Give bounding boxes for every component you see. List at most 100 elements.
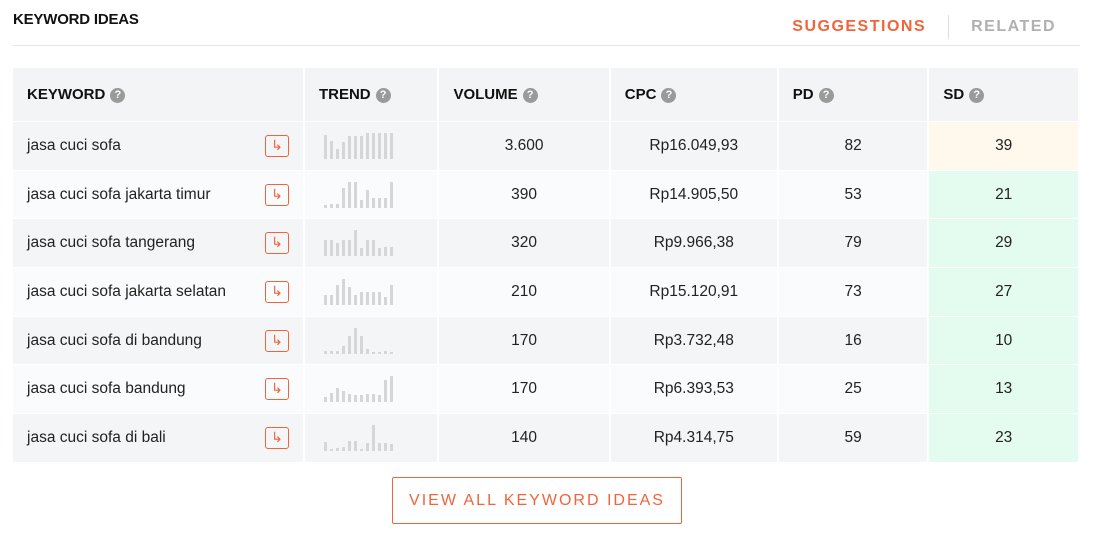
trend-bar (335, 203, 339, 208)
keyword-cell: jasa cuci sofa ↳ (13, 121, 305, 171)
trend-bar (383, 442, 387, 451)
tab-related[interactable]: RELATED (971, 18, 1056, 35)
volume-cell: 320 (438, 218, 611, 268)
trend-bar (323, 134, 327, 159)
trend-bar (389, 132, 393, 159)
keyword-text[interactable]: jasa cuci sofa tangerang (27, 234, 196, 252)
trend-chart (319, 181, 423, 208)
help-icon[interactable]: ? (969, 87, 985, 103)
column-header-trend[interactable]: TREND? (303, 68, 440, 122)
tabs: SUGGESTIONS RELATED (792, 15, 1056, 39)
pd-cell: 59 (777, 413, 930, 462)
trend-bar (341, 141, 345, 159)
trend-bar (377, 248, 381, 257)
column-header-label: VOLUME (453, 86, 518, 103)
column-header-sd[interactable]: SD? (928, 68, 1080, 122)
trend-bar (347, 394, 351, 403)
go-to-keyword-icon[interactable]: ↳ (264, 232, 289, 255)
trend-bar (335, 284, 339, 305)
column-header-pd[interactable]: PD? (777, 68, 930, 122)
trend-bar (365, 240, 369, 257)
trend-bar (323, 294, 327, 305)
go-to-keyword-icon[interactable]: ↳ (264, 426, 289, 449)
help-icon[interactable]: ? (522, 87, 538, 103)
trend-bar (341, 345, 345, 354)
keyword-cell: jasa cuci sofa bandung ↳ (13, 364, 305, 414)
column-header-label: CPC (624, 86, 657, 103)
keyword-text[interactable]: jasa cuci sofa di bali (27, 428, 166, 446)
column-header-volume[interactable]: VOLUME? (438, 68, 611, 122)
table-row: jasa cuci sofa jakarta timur ↳ 390 Rp14.9… (13, 169, 1080, 219)
keyword-text[interactable]: jasa cuci sofa (27, 136, 121, 154)
table-row: jasa cuci sofa ↳ 3.600 Rp16.049,93 82 39 (13, 121, 1080, 171)
sd-cell: 27 (928, 267, 1080, 317)
keyword-text[interactable]: jasa cuci sofa jakarta selatan (27, 282, 227, 300)
trend-bar (353, 327, 357, 354)
trend-bar (359, 135, 363, 159)
go-to-keyword-icon[interactable]: ↳ (264, 378, 289, 401)
volume-cell: 140 (438, 413, 611, 462)
trend-bar (383, 296, 387, 305)
keyword-cell: jasa cuci sofa di bandung ↳ (13, 315, 305, 365)
trend-bar (371, 240, 375, 257)
trend-bar (371, 394, 375, 403)
trend-bar (329, 203, 333, 208)
volume-cell: 170 (438, 315, 611, 365)
trend-bar (353, 181, 357, 208)
trend-bar (389, 376, 393, 403)
volume-cell: 210 (438, 267, 611, 317)
pd-cell: 82 (777, 121, 930, 171)
trend-bar (335, 388, 339, 403)
help-icon[interactable]: ? (110, 87, 126, 103)
sd-cell: 29 (928, 218, 1080, 268)
trend-bar (359, 395, 363, 403)
trend-bar (323, 397, 327, 403)
go-to-keyword-icon[interactable]: ↳ (264, 280, 289, 303)
keyword-text[interactable]: jasa cuci sofa jakarta timur (27, 185, 211, 203)
trend-bar (323, 240, 327, 257)
keyword-text[interactable]: jasa cuci sofa bandung (27, 380, 186, 398)
trend-bar (329, 350, 333, 354)
trend-bar (329, 393, 333, 403)
keyword-cell: jasa cuci sofa jakarta selatan ↳ (13, 267, 305, 317)
trend-cell (303, 169, 440, 219)
trend-bar (341, 240, 345, 257)
trend-bar (365, 132, 369, 159)
go-to-keyword-icon[interactable]: ↳ (264, 329, 289, 352)
trend-bar (359, 291, 363, 305)
trend-bar (389, 351, 393, 354)
help-icon[interactable]: ? (375, 87, 391, 103)
trend-bar (353, 440, 357, 451)
trend-bar (377, 132, 381, 159)
tab-suggestions[interactable]: SUGGESTIONS (792, 18, 927, 35)
go-to-keyword-icon[interactable]: ↳ (264, 183, 289, 206)
trend-bar (341, 391, 345, 403)
cpc-cell: Rp9.966,38 (609, 218, 779, 268)
divider (13, 45, 1080, 46)
trend-bar (365, 394, 369, 403)
trend-chart (319, 278, 423, 305)
trend-bar (353, 395, 357, 403)
trend-bar (329, 240, 333, 257)
trend-bar (389, 284, 393, 305)
go-to-keyword-icon[interactable]: ↳ (264, 134, 289, 157)
trend-bar (347, 335, 351, 354)
trend-bar (371, 351, 375, 354)
trend-bar (365, 291, 369, 305)
pd-cell: 25 (777, 364, 930, 414)
trend-cell (303, 364, 440, 414)
help-icon[interactable]: ? (661, 87, 677, 103)
trend-cell (303, 413, 440, 462)
view-all-keyword-ideas-button[interactable]: VIEW ALL KEYWORD IDEAS (392, 477, 682, 524)
table-row: jasa cuci sofa jakarta selatan ↳ 210 Rp15… (13, 267, 1080, 317)
trend-bar (383, 350, 387, 354)
column-header-label: KEYWORD (27, 86, 106, 103)
column-header-keyword[interactable]: KEYWORD? (13, 68, 305, 122)
trend-bar (365, 442, 369, 451)
trend-bar (329, 140, 333, 159)
keyword-text[interactable]: jasa cuci sofa di bandung (27, 331, 202, 349)
help-icon[interactable]: ? (818, 87, 834, 103)
tab-divider (948, 15, 950, 39)
volume-cell: 390 (438, 169, 611, 219)
column-header-cpc[interactable]: CPC? (609, 68, 779, 122)
